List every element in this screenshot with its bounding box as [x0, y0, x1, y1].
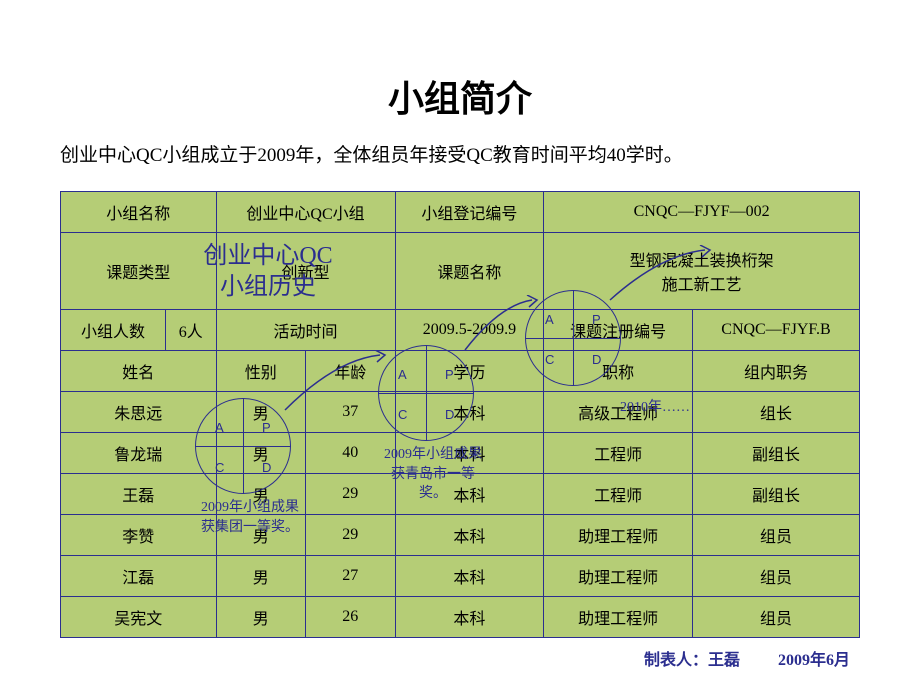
member-edu: 本科 [395, 432, 544, 473]
member-title: 高级工程师 [544, 391, 693, 432]
info-table: 小组名称 创业中心QC小组 小组登记编号 CNQC—FJYF—002 课题类型 … [60, 191, 860, 638]
table-row-3: 小组人数 6人 活动时间 2009.5-2009.9 课题注册编号 CNQC—F… [61, 309, 860, 350]
member-title: 工程师 [544, 473, 693, 514]
member-gender: 男 [216, 555, 306, 596]
cell-group-name-value: 创业中心QC小组 [216, 191, 395, 232]
member-role: 组员 [692, 596, 859, 637]
page-title: 小组简介 [60, 70, 860, 122]
member-age: 29 [306, 473, 396, 514]
member-age: 29 [306, 514, 396, 555]
member-age: 26 [306, 596, 396, 637]
member-row-2: 王磊 男 29 本科 工程师 副组长 [61, 473, 860, 514]
member-role: 副组长 [692, 473, 859, 514]
member-row-5: 吴宪文 男 26 本科 助理工程师 组员 [61, 596, 860, 637]
member-gender: 男 [216, 391, 306, 432]
member-title: 助理工程师 [544, 555, 693, 596]
cell-count-value: 6人 [166, 309, 216, 350]
member-title: 工程师 [544, 432, 693, 473]
table-row-2: 课题类型 创新型 课题名称 型钢混凝土装换桁架 施工新工艺 [61, 232, 860, 309]
header-edu: 学历 [395, 350, 544, 391]
footer-date: 2009年6月 [778, 652, 850, 669]
member-name: 王磊 [61, 473, 217, 514]
header-name: 姓名 [61, 350, 217, 391]
cell-topic-type-value: 创新型 [216, 232, 395, 309]
member-gender: 男 [216, 473, 306, 514]
member-gender: 男 [216, 596, 306, 637]
header-role: 组内职务 [692, 350, 859, 391]
subtitle-text: 创业中心QC小组成立于2009年，全体组员年接受QC教育时间平均40学时。 [60, 142, 860, 171]
member-edu: 本科 [395, 473, 544, 514]
member-name: 李赞 [61, 514, 217, 555]
topic-name-line2: 施工新工艺 [662, 277, 742, 294]
table-header-row: 姓名 性别 年龄 学历 职称 组内职务 [61, 350, 860, 391]
cell-time-value: 2009.5-2009.9 [395, 309, 544, 350]
member-name: 江磊 [61, 555, 217, 596]
member-row-3: 李赞 男 29 本科 助理工程师 组员 [61, 514, 860, 555]
slide-container: 小组简介 创业中心QC小组成立于2009年，全体组员年接受QC教育时间平均40学… [0, 0, 920, 690]
cell-time-label: 活动时间 [216, 309, 395, 350]
member-edu: 本科 [395, 596, 544, 637]
table-row-1: 小组名称 创业中心QC小组 小组登记编号 CNQC—FJYF—002 [61, 191, 860, 232]
member-edu: 本科 [395, 514, 544, 555]
cell-group-name-label: 小组名称 [61, 191, 217, 232]
cell-topic-reg-label: 课题注册编号 [544, 309, 693, 350]
member-age: 40 [306, 432, 396, 473]
member-row-0: 朱思远 男 37 本科 高级工程师 组长 [61, 391, 860, 432]
member-edu: 本科 [395, 391, 544, 432]
cell-topic-name-label: 课题名称 [395, 232, 544, 309]
cell-topic-name-value: 型钢混凝土装换桁架 施工新工艺 [544, 232, 860, 309]
member-role: 组员 [692, 514, 859, 555]
member-edu: 本科 [395, 555, 544, 596]
cell-topic-type-label: 课题类型 [61, 232, 217, 309]
member-row-4: 江磊 男 27 本科 助理工程师 组员 [61, 555, 860, 596]
header-title: 职称 [544, 350, 693, 391]
cell-topic-reg-value: CNQC—FJYF.B [692, 309, 859, 350]
member-row-1: 鲁龙瑞 男 40 本科 工程师 副组长 [61, 432, 860, 473]
footer-author: 制表人：王磊 [644, 652, 740, 669]
cell-reg-no-value: CNQC—FJYF—002 [544, 191, 860, 232]
header-gender: 性别 [216, 350, 306, 391]
cell-reg-no-label: 小组登记编号 [395, 191, 544, 232]
member-gender: 男 [216, 432, 306, 473]
member-name: 鲁龙瑞 [61, 432, 217, 473]
member-age: 27 [306, 555, 396, 596]
footer: 制表人：王磊 2009年6月 [60, 646, 860, 670]
cell-count-label: 小组人数 [61, 309, 166, 350]
member-title: 助理工程师 [544, 596, 693, 637]
member-name: 朱思远 [61, 391, 217, 432]
member-name: 吴宪文 [61, 596, 217, 637]
member-role: 组长 [692, 391, 859, 432]
member-role: 副组长 [692, 432, 859, 473]
header-age: 年龄 [306, 350, 396, 391]
member-age: 37 [306, 391, 396, 432]
member-role: 组员 [692, 555, 859, 596]
topic-name-line1: 型钢混凝土装换桁架 [630, 253, 774, 270]
member-title: 助理工程师 [544, 514, 693, 555]
member-gender: 男 [216, 514, 306, 555]
